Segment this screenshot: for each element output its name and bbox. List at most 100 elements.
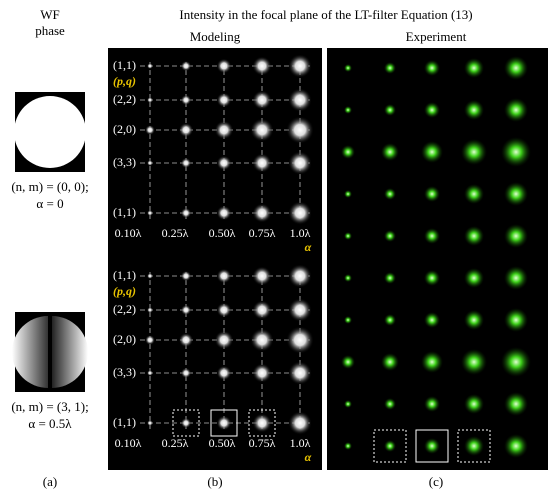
model-spot (252, 363, 272, 383)
model-spot (178, 122, 194, 138)
row-label: (2,0) (113, 332, 136, 346)
exp-spot (344, 106, 352, 114)
model-spot (288, 264, 312, 288)
exp-spot (504, 266, 528, 290)
exp-spot (424, 228, 440, 244)
exp-spot (504, 56, 528, 80)
model-spot (216, 268, 232, 284)
model-spot (180, 417, 192, 429)
exp-spot (464, 436, 484, 456)
exp-spot (384, 440, 396, 452)
exp-spot (461, 139, 487, 165)
exp-spot (504, 98, 528, 122)
exp-spot (464, 58, 484, 78)
exp-spot (504, 308, 528, 332)
column-label: 0.50λ (209, 226, 236, 240)
exp-spot (344, 64, 352, 72)
modeling-panel (108, 258, 322, 470)
highlight-box (248, 409, 276, 437)
model-spot (147, 420, 153, 426)
model-spot (288, 298, 312, 322)
model-spot (252, 413, 272, 433)
exp-spot (504, 182, 528, 206)
exp-spot (341, 145, 355, 159)
highlight-box (457, 429, 491, 463)
alpha-label: α = 0.5λ (28, 416, 72, 431)
model-spot (252, 90, 272, 110)
exp-spot (464, 100, 484, 120)
column-label: 0.50λ (209, 436, 236, 450)
exp-spot (464, 268, 484, 288)
column-label: 0.10λ (115, 226, 142, 240)
phase-disk (14, 96, 86, 168)
model-spot (216, 365, 232, 381)
row-label: (1,1) (113, 268, 136, 282)
exp-spot (384, 398, 396, 410)
row-label: (2,0) (113, 122, 136, 136)
exp-spot (421, 351, 443, 373)
row-label: (1,1) (113, 205, 136, 219)
exp-spot (384, 188, 396, 200)
exp-spot (464, 394, 484, 414)
highlight-box (373, 429, 407, 463)
wf-label: WF (40, 7, 60, 22)
exp-spot (384, 62, 396, 74)
exp-spot (424, 186, 440, 202)
model-spot (216, 302, 232, 318)
highlight-box (210, 409, 238, 437)
row-label: (2,2) (113, 302, 136, 316)
subfigure-label: (b) (207, 474, 222, 489)
model-spot (147, 160, 153, 166)
model-spot (216, 415, 232, 431)
exp-spot (344, 400, 352, 408)
exp-spot (421, 141, 443, 163)
column-label: 0.25λ (162, 436, 189, 450)
exp-spot (504, 392, 528, 416)
model-spot (252, 153, 272, 173)
model-spot (180, 367, 192, 379)
model-spot (250, 328, 274, 352)
highlight-box (172, 409, 200, 437)
phase-label: (n, m) = (3, 1); (11, 399, 88, 414)
exp-spot (464, 310, 484, 330)
model-spot (216, 205, 232, 221)
exp-spot (424, 102, 440, 118)
model-spot (147, 63, 153, 69)
exp-spot (384, 104, 396, 116)
model-spot (214, 330, 234, 350)
exp-spot (381, 143, 399, 161)
exp-spot (464, 226, 484, 246)
row-label: (3,3) (113, 155, 136, 169)
wf-label: phase (35, 23, 65, 38)
model-spot (252, 300, 272, 320)
column-label: 1.0λ (290, 226, 311, 240)
column-label: 1.0λ (290, 436, 311, 450)
model-spot (288, 151, 312, 175)
model-spot (288, 88, 312, 112)
exp-spot (344, 316, 352, 324)
exp-spot (461, 349, 487, 375)
row-label: (3,3) (113, 365, 136, 379)
row-label: (p,q) (113, 284, 136, 298)
column-label: 0.25λ (162, 226, 189, 240)
model-spot (286, 326, 314, 354)
model-spot (147, 273, 153, 279)
column-label: 0.75λ (249, 226, 276, 240)
exp-spot (464, 184, 484, 204)
model-spot (216, 58, 232, 74)
axis-label: α (305, 450, 312, 464)
exp-spot (424, 60, 440, 76)
model-spot (216, 155, 232, 171)
exp-spot (384, 272, 396, 284)
model-spot (252, 266, 272, 286)
alpha-label: α = 0 (36, 196, 63, 211)
row-label: (1,1) (113, 58, 136, 72)
exp-spot (384, 314, 396, 326)
column-label: 0.75λ (249, 436, 276, 450)
model-spot (147, 307, 153, 313)
model-spot (180, 94, 192, 106)
exp-spot (341, 355, 355, 369)
model-spot (145, 335, 155, 345)
model-spot (180, 207, 192, 219)
